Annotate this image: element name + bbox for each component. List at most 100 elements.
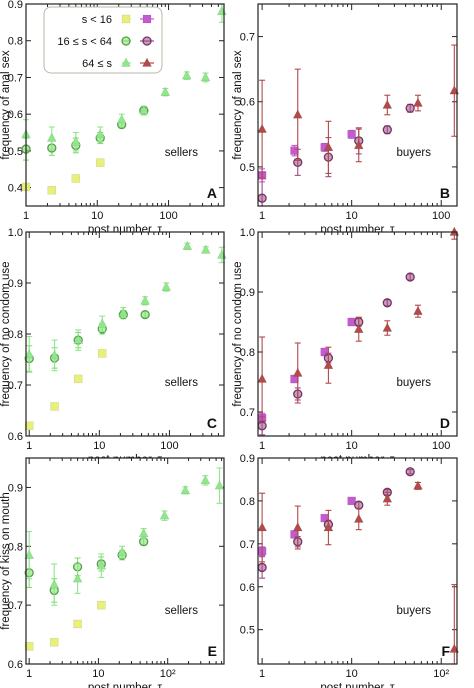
- data-point-square: [97, 600, 106, 610]
- data-point-circle: [405, 467, 415, 477]
- y-axis-label: frequency of anal sex: [232, 50, 244, 160]
- data-point-triangle: [413, 97, 423, 107]
- data-point-square: [121, 14, 131, 24]
- plot-frame: [257, 231, 458, 437]
- plot-frame: [257, 457, 458, 665]
- x-axis-label: post number, τ: [88, 682, 163, 688]
- x-tick-label: 1: [259, 210, 265, 222]
- data-point-triangle: [353, 513, 364, 523]
- data-point-triangle: [353, 139, 364, 150]
- data-point-square: [347, 496, 356, 506]
- group-label: sellers: [165, 377, 198, 389]
- data-point-square: [95, 158, 105, 167]
- panel-letter: D: [440, 415, 450, 431]
- legend-label: 64 ≤ s: [82, 58, 112, 70]
- data-point-triangle: [257, 521, 268, 532]
- data-point-triangle: [180, 484, 191, 495]
- panel-letter: F: [441, 643, 450, 659]
- x-tick-label: 1: [23, 210, 29, 222]
- y-axis-label: frequency of no condom use: [232, 261, 244, 406]
- plot-frame: [25, 457, 225, 665]
- x-tick-label: 1: [259, 668, 265, 680]
- data-point-circle: [139, 536, 149, 547]
- data-point-square: [97, 349, 107, 358]
- x-tick-label: 10: [346, 440, 358, 452]
- data-point-triangle: [382, 322, 393, 332]
- series-triangle: [257, 226, 460, 422]
- data-point-square: [49, 637, 59, 647]
- data-point-circle: [405, 272, 415, 282]
- data-point-square: [290, 146, 299, 155]
- x-axis-label: post number, τ: [320, 682, 395, 688]
- data-point-triangle: [323, 359, 334, 369]
- x-tick-label: 10: [346, 210, 358, 222]
- data-point-square: [47, 185, 57, 195]
- group-label: sellers: [165, 147, 198, 159]
- data-point-circle: [140, 309, 150, 320]
- y-tick-label: 0.9: [240, 453, 255, 465]
- data-point-triangle: [24, 348, 35, 359]
- data-point-triangle: [142, 57, 152, 67]
- data-point-triangle: [257, 373, 268, 383]
- group-label: sellers: [165, 605, 198, 617]
- data-point-square: [73, 619, 82, 629]
- panel-letter: C: [207, 415, 217, 431]
- data-point-square: [347, 130, 356, 139]
- data-point-triangle: [382, 99, 393, 109]
- data-point-triangle: [292, 367, 303, 377]
- panel-letter: B: [440, 185, 450, 201]
- data-point-triangle: [121, 57, 131, 67]
- data-point-triangle: [353, 323, 364, 333]
- data-point-triangle: [292, 109, 303, 119]
- series-triangle: [257, 44, 460, 179]
- plot-area: [258, 232, 457, 436]
- data-point-triangle: [214, 480, 225, 490]
- data-point-triangle: [160, 86, 171, 96]
- data-point-triangle: [257, 123, 268, 133]
- series-triangle: [24, 467, 225, 606]
- x-tick-label: 100: [159, 210, 177, 222]
- plot-frame: [257, 3, 458, 207]
- data-point-triangle: [323, 141, 334, 152]
- data-point-triangle: [413, 480, 423, 490]
- data-point-triangle: [200, 244, 211, 254]
- y-tick-label: 0.5: [240, 625, 255, 637]
- data-point-square: [24, 421, 34, 431]
- x-tick-label: 10²: [160, 668, 176, 680]
- data-point-triangle: [118, 307, 129, 317]
- y-tick-label: 0.8: [240, 347, 255, 359]
- data-point-triangle: [182, 240, 193, 251]
- panel-letter: A: [207, 185, 217, 201]
- y-tick-label: 0.7: [8, 380, 23, 392]
- y-tick-label: 1.0: [8, 227, 23, 239]
- y-tick-label: 0.9: [240, 287, 255, 299]
- data-point-circle: [121, 36, 131, 46]
- plot-frame: [25, 231, 225, 437]
- y-tick-label: 0.6: [8, 659, 23, 671]
- group-label: buyers: [396, 605, 431, 617]
- y-tick-label: 0.5: [8, 146, 23, 158]
- data-point-circle: [257, 193, 267, 203]
- data-point-triangle: [95, 128, 106, 139]
- data-point-triangle: [46, 132, 57, 142]
- data-point-triangle: [70, 136, 81, 146]
- y-tick-label: 0.6: [8, 109, 23, 121]
- data-point-square: [73, 374, 83, 384]
- data-point-triangle: [116, 114, 127, 124]
- data-point-triangle: [72, 573, 83, 583]
- plot-area: [26, 232, 224, 436]
- x-tick-label: 10: [93, 440, 105, 452]
- x-tick-label: 10: [92, 668, 104, 680]
- data-point-square: [142, 14, 152, 24]
- x-tick-label: 10: [346, 668, 358, 680]
- x-tick-label: 100: [432, 210, 450, 222]
- y-axis-label: frequency of no condom use: [0, 261, 12, 406]
- y-tick-label: 0.7: [240, 407, 255, 419]
- x-tick-label: 10²: [433, 668, 449, 680]
- data-point-triangle: [96, 560, 107, 570]
- y-tick-label: 0.6: [240, 582, 255, 594]
- data-point-triangle: [49, 349, 60, 360]
- y-tick-label: 0.8: [8, 329, 23, 341]
